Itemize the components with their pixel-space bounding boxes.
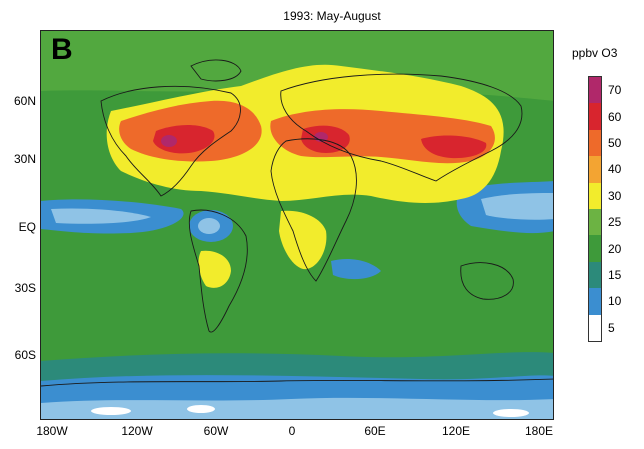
east-asia-50-60 bbox=[421, 135, 487, 159]
indian-ocean-low bbox=[331, 259, 381, 280]
brazil-30-40 bbox=[198, 250, 231, 288]
legend-swatch bbox=[589, 235, 601, 262]
north-america-outline bbox=[100, 85, 241, 197]
legend-swatch bbox=[589, 156, 601, 183]
y-axis-label-eq: EQ bbox=[18, 220, 36, 234]
eurasia-outline bbox=[280, 73, 523, 182]
legend-level-label: 25 bbox=[608, 215, 622, 230]
antarctic-low-1 bbox=[91, 407, 131, 415]
legend-level-label: 10 bbox=[608, 294, 622, 309]
panel-letter: B bbox=[51, 33, 73, 66]
south-america-outline bbox=[188, 209, 248, 333]
x-axis-label-120e: 120E bbox=[441, 424, 471, 438]
x-axis-label-60w: 60W bbox=[203, 424, 229, 438]
south-atlantic-30-40 bbox=[279, 210, 327, 270]
y-axis-label-60s: 60S bbox=[14, 348, 36, 362]
x-axis-label-180w: 180W bbox=[36, 424, 68, 438]
africa-outline bbox=[270, 138, 357, 282]
legend-level-label: 30 bbox=[608, 188, 622, 203]
legend-color-bar bbox=[588, 76, 602, 342]
legend-swatch bbox=[589, 261, 601, 289]
ozone-map-canvas bbox=[41, 31, 553, 419]
legend-level-label: 60 bbox=[608, 109, 622, 124]
antarctic-low-3 bbox=[493, 409, 529, 417]
legend-swatch bbox=[589, 314, 601, 341]
legend-level-label: 5 bbox=[608, 320, 615, 335]
legend-level-label: 20 bbox=[608, 241, 622, 256]
y-axis-label-30n: 30N bbox=[13, 152, 36, 166]
tropical-pacific-lowest bbox=[51, 208, 151, 224]
legend-swatch bbox=[589, 182, 601, 209]
greenland-outline bbox=[190, 59, 242, 82]
x-axis-label-180e: 180E bbox=[524, 424, 554, 438]
x-axis-label-60e: 60E bbox=[364, 424, 386, 438]
legend-swatch bbox=[589, 129, 601, 157]
map-title: 1993: May-August bbox=[283, 9, 381, 23]
y-axis-label-60n: 60N bbox=[13, 94, 36, 108]
legend-swatch bbox=[589, 288, 601, 315]
legend-level-label: 15 bbox=[608, 268, 622, 282]
legend-swatch bbox=[589, 103, 601, 130]
legend-level-label: 50 bbox=[608, 136, 622, 150]
x-axis-label-120w: 120W bbox=[121, 424, 153, 438]
south-light-blue-band bbox=[41, 397, 553, 419]
legend-level-label: 70 bbox=[608, 83, 622, 98]
north-america-60-70 bbox=[161, 135, 177, 147]
amazon-lowest bbox=[198, 218, 220, 234]
ozone-map: B bbox=[40, 30, 554, 420]
legend-swatch bbox=[589, 77, 601, 104]
antarctica-outline bbox=[41, 378, 553, 387]
legend-level-label: 40 bbox=[608, 162, 622, 177]
legend-title: ppbv O3 bbox=[572, 46, 618, 60]
west-pacific-lowest bbox=[481, 193, 553, 220]
legend-swatch bbox=[589, 209, 601, 236]
antarctic-low-2 bbox=[187, 405, 215, 413]
y-axis-label-30s: 30S bbox=[14, 281, 36, 295]
continent-outlines bbox=[41, 59, 553, 387]
australia-outline bbox=[460, 262, 514, 300]
x-axis-label-0: 0 bbox=[288, 424, 296, 438]
